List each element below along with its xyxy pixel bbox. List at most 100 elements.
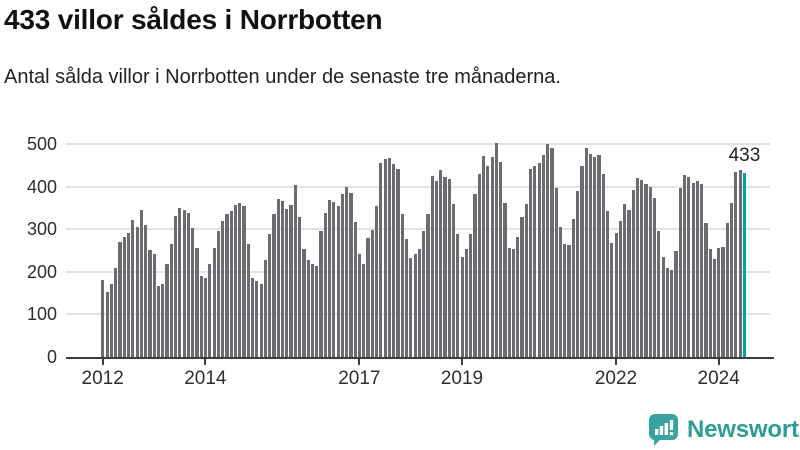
bar — [687, 176, 691, 357]
bar — [135, 226, 139, 357]
bar — [499, 161, 503, 357]
bar — [452, 204, 456, 357]
bar — [708, 249, 712, 357]
bar — [571, 219, 575, 357]
bar — [674, 250, 678, 357]
bar — [174, 216, 178, 357]
bar — [653, 198, 657, 357]
bar — [251, 278, 255, 357]
bar — [242, 205, 246, 357]
bar — [323, 212, 327, 357]
bar — [563, 244, 567, 357]
bar — [546, 144, 550, 357]
bar — [717, 248, 721, 357]
bar — [182, 210, 186, 357]
bar — [276, 199, 280, 357]
bar — [216, 231, 220, 357]
bar — [576, 191, 580, 357]
bar — [289, 204, 293, 357]
bar — [584, 148, 588, 357]
bar — [477, 174, 481, 357]
bar — [494, 142, 498, 357]
bar — [524, 204, 528, 357]
x-axis-tick-label: 2024 — [697, 368, 740, 389]
bar — [336, 205, 340, 357]
bar — [486, 165, 490, 357]
bar — [610, 242, 614, 357]
bar — [221, 220, 225, 357]
bar — [554, 187, 558, 357]
bar — [678, 188, 682, 357]
bar — [580, 165, 584, 357]
bar — [614, 233, 618, 357]
bar — [417, 249, 421, 357]
bar — [721, 246, 725, 357]
bar — [490, 156, 494, 357]
chart-subtitle: Antal sålda villor i Norrbotten under de… — [4, 66, 561, 88]
x-axis-tick-label: 2014 — [184, 368, 227, 389]
bar — [212, 247, 216, 357]
bar — [430, 176, 434, 357]
bar — [605, 211, 610, 357]
bar — [144, 224, 148, 357]
highlight-bar-latest — [742, 172, 747, 357]
bar — [481, 155, 486, 357]
bar — [126, 232, 131, 357]
bar — [670, 269, 674, 357]
x-axis-tick — [101, 359, 104, 365]
bar — [648, 186, 652, 357]
y-axis-tick-label: 0 — [46, 347, 57, 367]
bar — [208, 264, 212, 357]
bar — [255, 280, 259, 357]
bar — [661, 257, 665, 357]
bar — [443, 177, 447, 357]
x-axis-tick — [717, 359, 720, 365]
bar — [379, 162, 383, 357]
bar — [700, 184, 704, 357]
bar — [541, 154, 546, 357]
bar — [665, 267, 670, 357]
bar — [195, 247, 199, 357]
bar — [695, 180, 699, 357]
bar — [434, 180, 439, 357]
bar — [105, 291, 109, 357]
x-axis-tick — [615, 359, 617, 365]
bar — [178, 208, 182, 357]
y-axis-tick-label: 300 — [26, 219, 57, 240]
bar — [422, 231, 426, 357]
x-axis-tick — [461, 359, 463, 365]
bar — [353, 221, 357, 357]
bar — [186, 213, 191, 357]
bar — [118, 241, 122, 357]
latest-value-label: 433 — [728, 144, 761, 166]
bar — [161, 283, 165, 357]
x-axis-tick — [358, 359, 361, 365]
y-axis-tick-label: 100 — [26, 304, 57, 325]
bar — [362, 264, 366, 357]
bar — [635, 178, 640, 357]
bar — [315, 265, 319, 357]
bar — [246, 244, 250, 357]
bar — [682, 174, 687, 357]
bar — [225, 214, 229, 357]
bar — [345, 186, 349, 357]
y-axis-tick-label: 400 — [26, 176, 57, 197]
bar — [396, 169, 400, 357]
bar — [285, 209, 289, 357]
bar — [516, 237, 520, 357]
bar — [464, 249, 469, 357]
bar — [370, 230, 374, 357]
bar — [550, 148, 554, 357]
bar — [456, 234, 460, 357]
bar — [293, 184, 297, 357]
bar — [593, 156, 597, 357]
bar — [298, 217, 302, 357]
x-axis-tick-label: 2019 — [440, 368, 484, 389]
x-axis-tick-label: 2022 — [594, 368, 638, 389]
bar — [529, 169, 533, 357]
gridline — [66, 143, 770, 146]
bar — [238, 202, 242, 357]
bar — [165, 264, 169, 357]
bar — [310, 264, 315, 357]
bar — [725, 223, 729, 357]
